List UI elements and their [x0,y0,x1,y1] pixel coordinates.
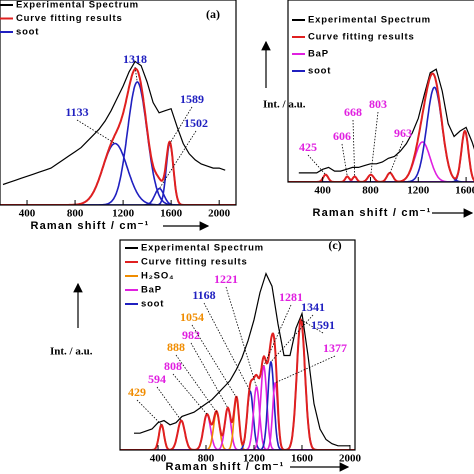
leader-line [270,314,314,363]
plot-area [0,60,236,205]
y-axis-title: Int. / a.u. [263,99,306,111]
leader-line [275,355,336,384]
peak-label: 425 [299,140,317,154]
legend-label: soot [141,299,164,310]
fit-component [288,129,474,182]
leader-line [263,304,292,367]
peak-label: 429 [128,385,146,399]
x-tick-label: 2000 [208,208,231,220]
plot-frame [287,0,474,183]
fit-component [0,142,236,205]
x-tick-label: 800 [198,453,215,465]
x-tick-label: 400 [314,185,331,197]
x-tick-label: 1600 [160,208,183,220]
legend-label: BaP [308,49,329,60]
leader-line [76,119,116,144]
legend-label: soot [16,27,39,38]
panel-label: (a) [206,7,220,21]
fit-component [0,81,236,205]
legend-label: Experimental Spectrum [308,15,431,26]
leader-line [307,154,326,175]
peak-label: 808 [164,359,182,373]
leader-line [190,342,229,409]
peak-label: 1502 [184,116,208,130]
x-tick-label: 1600 [455,185,474,197]
legend-label: Curve fitting results [16,13,123,24]
peak-label: 1341 [301,300,325,314]
leader-line [172,373,208,415]
legend-label: soot [308,66,331,77]
fit-component [120,382,355,450]
peak-label: 963 [394,126,412,140]
fit-curve [288,72,474,182]
x-axis-title: Raman shift / cm⁻¹ [165,461,284,473]
x-tick-label: 1200 [112,208,135,220]
panel-label: (c) [328,238,341,252]
peak-label: 1054 [180,310,204,324]
legend-label: Experimental Spectrum [141,243,264,254]
x-tick-label: 2000 [339,453,362,465]
experimental-spectrum [134,271,350,447]
legend-label: Curve fitting results [141,257,248,268]
peak-label: 1591 [311,318,335,332]
legend-label: Curve fitting results [308,32,415,43]
leader-line [136,399,162,426]
y-axis-title: Int. / a.u. [50,346,93,358]
leader-line [134,66,138,83]
peak-label: 606 [333,129,351,143]
x-tick-label: 1200 [243,453,266,465]
leader-line [225,286,257,388]
plot-frame [119,239,356,451]
peak-label: 888 [167,340,185,354]
x-tick-label: 400 [150,453,167,465]
fit-component [0,142,236,205]
peak-label: 982 [182,328,200,342]
peak-label: 668 [344,105,362,119]
fit-component [288,172,474,182]
experimental-spectrum [2,60,226,186]
x-axis-title: Raman shift / cm⁻¹ [312,207,431,219]
leader-line [370,111,379,175]
x-tick-label: 400 [19,208,36,220]
leader-line [159,130,197,189]
leader-line [300,319,324,334]
peak-label: 1133 [65,105,88,119]
legend-label: H₂SO₄ [141,271,174,282]
leader-line [175,354,217,413]
fit-curve [0,67,236,205]
peak-label: 1377 [323,341,347,355]
peak-label: 1168 [192,288,215,302]
leader-line [352,119,356,177]
peak-label: 594 [148,372,166,386]
peak-label: 1318 [123,52,147,66]
leader-line [156,386,182,421]
x-axis-title: Raman shift / cm⁻¹ [30,220,149,232]
x-tick-label: 800 [362,185,379,197]
peak-label: 1281 [279,290,303,304]
leader-line [341,143,348,177]
peak-label: 803 [369,97,387,111]
fit-component [0,187,236,205]
experimental-spectrum [298,68,474,174]
plot-frame [0,0,237,206]
peak-label: 1589 [180,92,204,106]
x-tick-label: 800 [67,208,84,220]
x-tick-label: 1200 [407,185,430,197]
legend-label: Experimental Spectrum [16,0,139,11]
peak-label: 1221 [214,272,238,286]
fit-component [120,413,355,450]
legend-label: BaP [141,285,162,296]
x-tick-label: 1600 [291,453,314,465]
leader-line [169,106,193,144]
plot-area [288,68,474,182]
leader-line [191,324,237,398]
